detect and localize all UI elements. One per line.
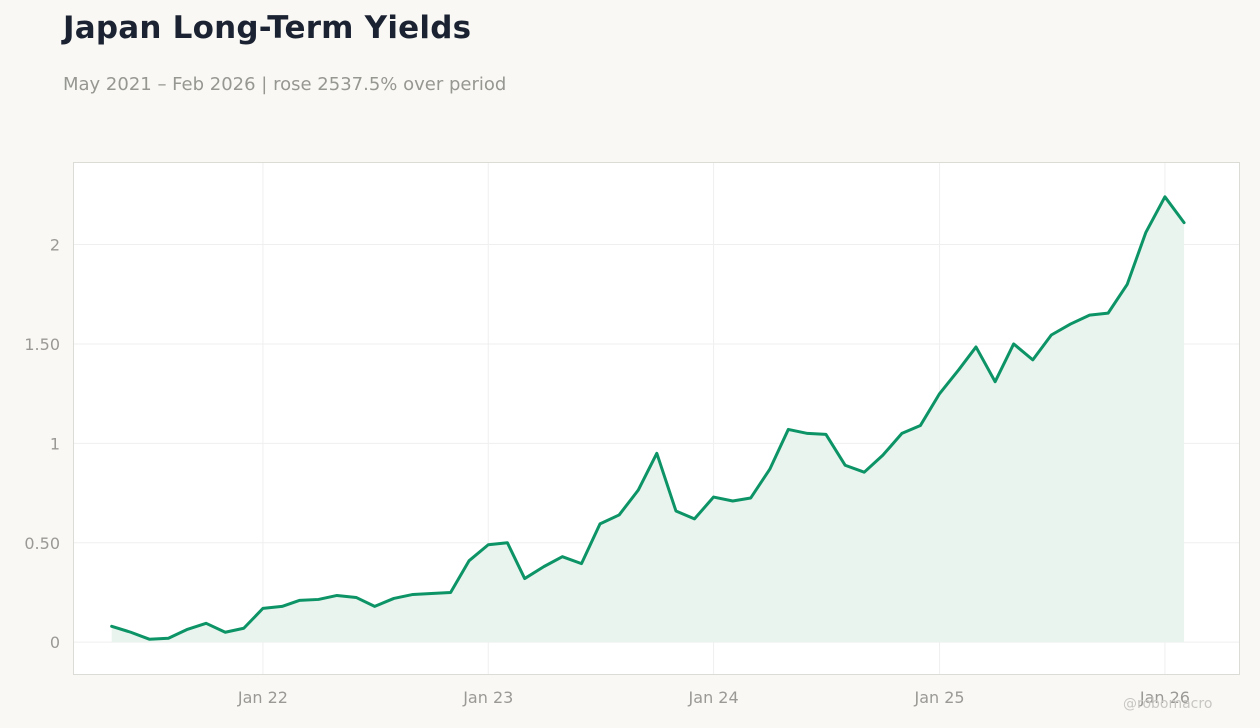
y-tick-label: 1.50 bbox=[24, 335, 60, 354]
credit-label: @robomacro bbox=[1123, 696, 1213, 712]
y-tick-label: 0.50 bbox=[24, 534, 60, 553]
series-area bbox=[111, 196, 1185, 643]
x-tick-label: Jan 26 bbox=[1139, 688, 1190, 707]
x-tick-label: Jan 22 bbox=[237, 688, 288, 707]
x-tick-label: Jan 24 bbox=[688, 688, 739, 707]
y-tick-label: 1 bbox=[50, 434, 60, 453]
y-axis: 0 0.50 1 1.50 2 bbox=[24, 236, 60, 653]
x-tick-label: Jan 25 bbox=[914, 688, 965, 707]
chart-subtitle: May 2021 – Feb 2026 | rose 2537.5% over … bbox=[63, 74, 507, 95]
area-fill bbox=[111, 196, 1185, 643]
x-tick-label: Jan 23 bbox=[462, 688, 513, 707]
series-line bbox=[110, 195, 1186, 641]
y-tick-label: 2 bbox=[50, 236, 60, 255]
x-axis: Jan 22 Jan 23 Jan 24 Jan 25 Jan 26 bbox=[237, 688, 1190, 707]
line-series bbox=[110, 195, 1186, 641]
chart-title: Japan Long-Term Yields bbox=[63, 10, 472, 46]
y-tick-label: 0 bbox=[50, 633, 60, 652]
